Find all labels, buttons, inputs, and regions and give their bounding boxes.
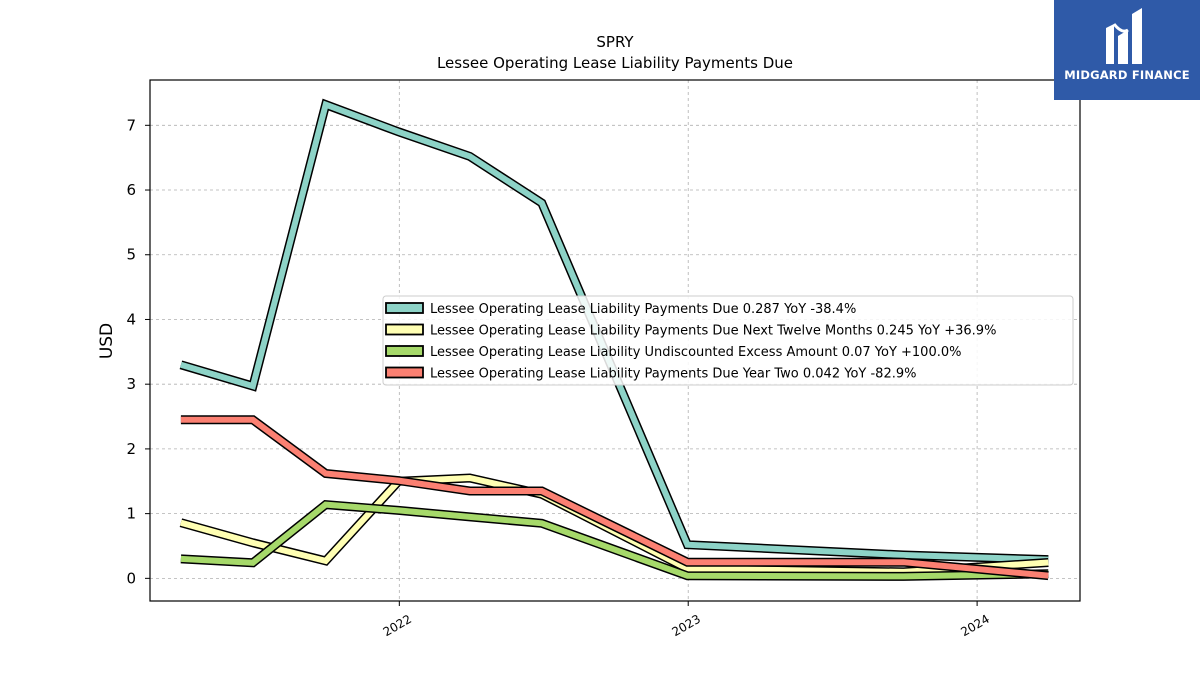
y-axis: 0 1 2 3 4 5 6 7	[126, 116, 150, 587]
legend-swatch	[385, 323, 424, 336]
series-line-2	[180, 501, 1049, 580]
x-tick-label: 2024	[958, 612, 991, 639]
plot-frame	[149, 79, 1081, 602]
y-tick-label: 5	[126, 246, 136, 264]
x-tick-label: 2022	[381, 612, 414, 639]
y-tick-label: 6	[126, 181, 136, 199]
legend-swatch	[385, 366, 424, 379]
series-line-0	[180, 100, 1049, 563]
y-tick-label: 1	[126, 505, 136, 523]
series-line-3	[180, 416, 1049, 579]
logo-mark-icon	[1106, 8, 1142, 64]
brand-logo: MIDGARD FINANCE	[1054, 0, 1200, 100]
legend: Lessee Operating Lease Liability Payment…	[382, 295, 1074, 386]
y-tick-label: 4	[126, 310, 136, 328]
y-tick-label: 0	[126, 569, 136, 587]
x-axis: 2022 2023 2024	[381, 601, 992, 639]
chart-subtitle: Lessee Operating Lease Liability Payment…	[437, 54, 793, 72]
legend-swatch	[385, 302, 424, 314]
legend-label: Lessee Operating Lease Liability Payment…	[430, 324, 996, 339]
legend-label: Lessee Operating Lease Liability Undisco…	[430, 345, 961, 360]
logo-text: MIDGARD FINANCE	[1064, 68, 1190, 82]
series-lines	[179, 98, 1049, 581]
legend-box	[382, 295, 1074, 386]
legend-label: Lessee Operating Lease Liability Payment…	[430, 367, 916, 382]
y-tick-label: 2	[126, 440, 136, 458]
chart-title: SPRY	[596, 33, 634, 51]
x-tick-label: 2023	[669, 612, 702, 639]
y-axis-label: USD	[97, 323, 117, 359]
y-tick-label: 3	[126, 375, 136, 393]
legend-label: Lessee Operating Lease Liability Payment…	[430, 302, 856, 317]
legend-swatch	[385, 345, 424, 357]
y-tick-label: 7	[126, 116, 136, 134]
